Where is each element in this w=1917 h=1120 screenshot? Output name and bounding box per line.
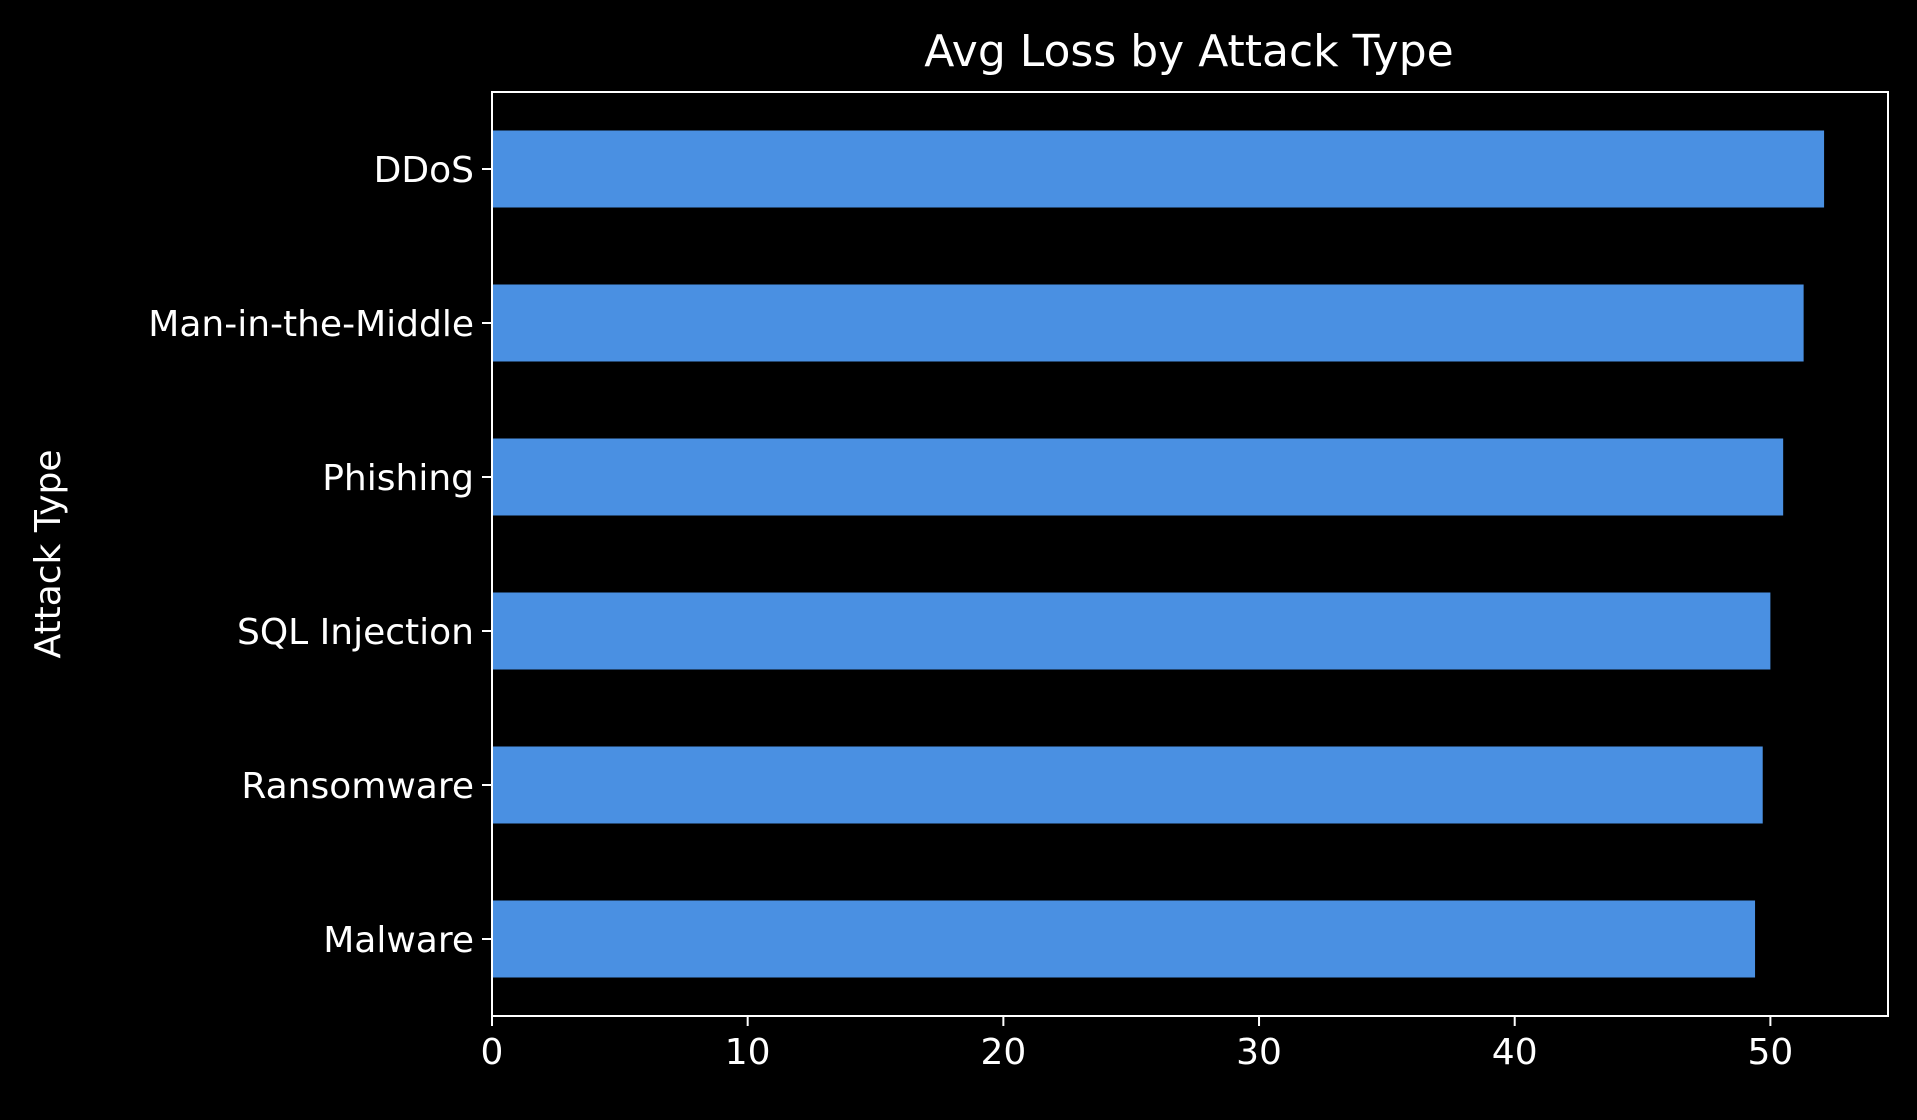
bar-ddos [492,130,1825,208]
plot-frame [491,91,1889,1017]
y-tick-label: Man-in-the-Middle [148,304,474,345]
bar-phishing [492,438,1784,516]
x-tick-label: 20 [980,1032,1026,1073]
bar-malware [492,900,1756,978]
y-tick-label: Phishing [322,458,474,499]
x-tick-label: 50 [1747,1032,1793,1073]
bar-sql-injection [492,592,1771,670]
x-tick-label: 10 [725,1032,771,1073]
y-axis-label: Attack Type [28,449,69,658]
y-tick-label: DDoS [374,150,474,191]
x-tick-label: 0 [481,1032,504,1073]
y-tick-label: Ransomware [241,766,474,807]
x-ticks-group: 0 10 20 30 40 50 [481,1016,1793,1073]
x-tick-label: 30 [1236,1032,1282,1073]
bar-ransomware [492,746,1763,824]
y-tick-label: Malware [323,920,474,961]
chart-title: Avg Loss by Attack Type [924,26,1453,77]
y-ticks-group: DDoS Man-in-the-Middle Phishing SQL Injecti… [148,150,492,961]
x-tick-label: 40 [1492,1032,1538,1073]
y-tick-label: SQL Injection [237,612,474,653]
bars-group [492,130,1825,978]
bar-man-in-the-middle [492,284,1804,362]
